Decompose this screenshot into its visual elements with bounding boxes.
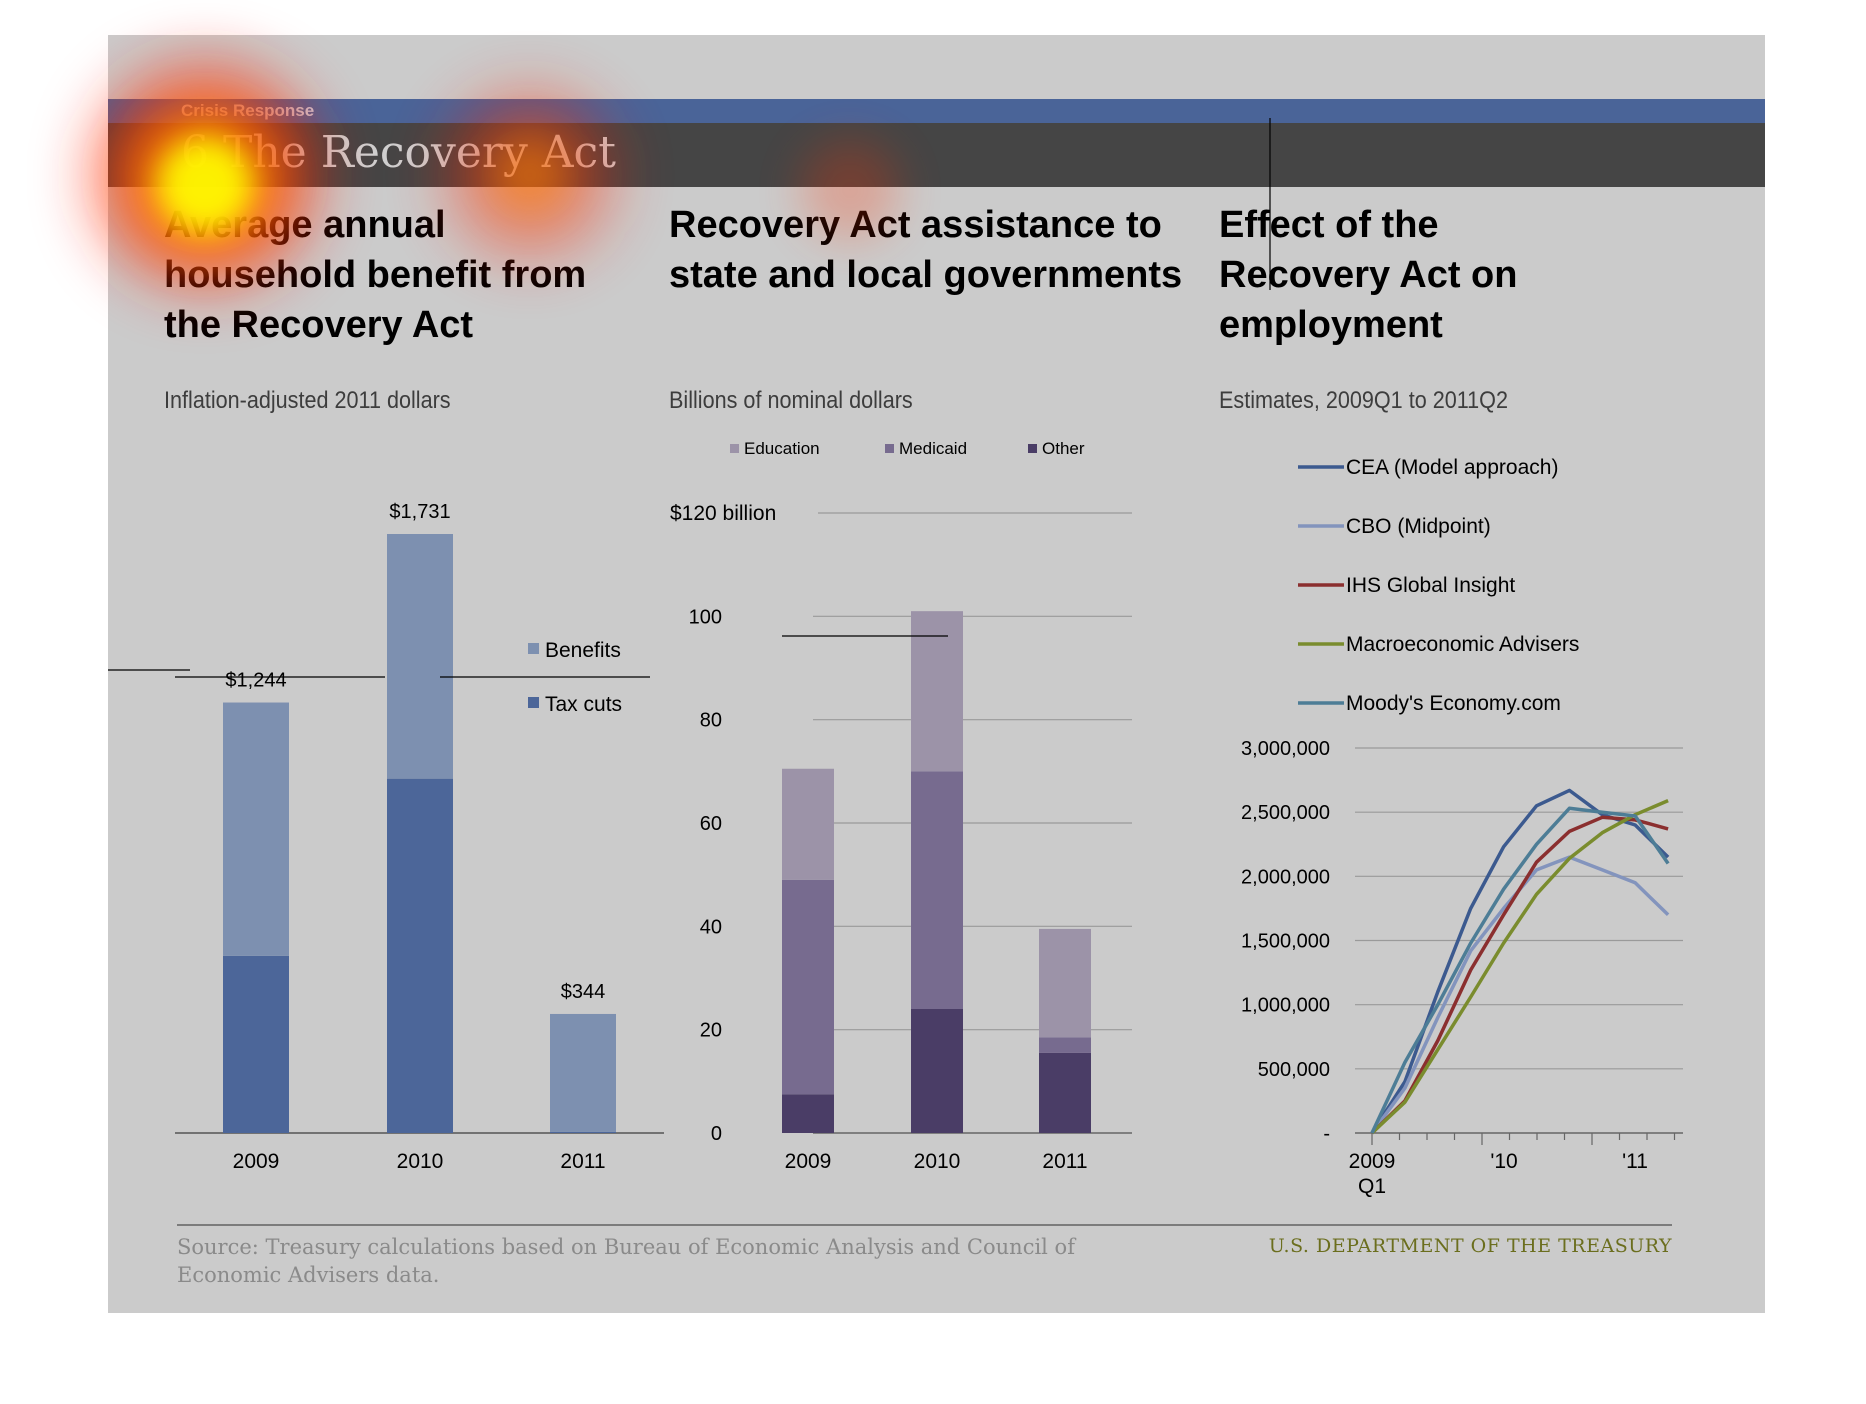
title-bar xyxy=(108,123,1765,187)
chart3-y-tick-500000: 500,000 xyxy=(1258,1059,1330,1081)
chart1-bar-benefits-2010 xyxy=(387,534,453,779)
chart2-x-tick-2011: 2011 xyxy=(1042,1150,1087,1173)
chart3-title: Effect of the Recovery Act on employment xyxy=(1219,204,1518,346)
chart3-x-tick-q1: Q1 xyxy=(1358,1175,1386,1198)
chart1-bar-benefits-2011 xyxy=(550,1013,616,1132)
chart1-total-label-2011: $344 xyxy=(561,981,606,1003)
chart2-legend-swatch-medicaid xyxy=(885,444,894,453)
chart3-y-tick-1500000: 1,500,000 xyxy=(1241,931,1330,953)
chart2-x-tick-2010: 2010 xyxy=(914,1150,961,1173)
chart2-bar-education-2011 xyxy=(1039,928,1091,1038)
chart2-x-tick-2009: 2009 xyxy=(785,1150,832,1173)
chart1-x-tick-2010: 2010 xyxy=(397,1150,444,1173)
chart3-y-tick-0: - xyxy=(1323,1123,1330,1145)
chart3-x-tick-2009: 2009 xyxy=(1349,1150,1396,1173)
chart2-legend-swatch-education xyxy=(730,444,739,453)
chart2-legend-label-medicaid: Medicaid xyxy=(899,439,967,458)
chart3-subtitle: Estimates, 2009Q1 to 2011Q2 xyxy=(1219,387,1508,414)
chart3-legend-label-0: CEA (Model approach) xyxy=(1346,456,1558,479)
chart2-bar-medicaid-2009 xyxy=(782,879,834,1095)
chart3-x-tick-11: '11 xyxy=(1622,1150,1648,1173)
chart2-bar-medicaid-2011 xyxy=(1039,1037,1091,1053)
chart1-bar-benefits-2009 xyxy=(223,702,289,956)
charts-canvas: $1,244 2009 $1,731 2010 $344 2011 Benefits Tax … xyxy=(175,439,1683,1198)
chart1-total-label-2010: $1,731 xyxy=(389,501,450,523)
chart3-y-tick-3000000: 3,000,000 xyxy=(1241,738,1330,760)
chart3-legend-label-4: Moody's Economy.com xyxy=(1346,692,1561,715)
chart2-y-tick-20: 20 xyxy=(700,1020,722,1042)
chart3-legend-label-1: CBO (Midpoint) xyxy=(1346,515,1491,538)
chart3-legend-label-3: Macroeconomic Advisers xyxy=(1346,633,1579,656)
chart2-y-tick-80: 80 xyxy=(700,710,722,732)
chart2-y-tick-120: $120 billion xyxy=(670,502,776,525)
chart2-bar-other-2009 xyxy=(782,1094,834,1133)
chart2-bar-other-2010 xyxy=(911,1009,963,1133)
chart3-legend-label-2: IHS Global Insight xyxy=(1346,574,1515,597)
chart2-y-tick-100: 100 xyxy=(689,606,722,628)
chart3-y-tick-2000000: 2,000,000 xyxy=(1241,866,1330,888)
chart2-legend-label-other: Other xyxy=(1042,439,1085,458)
chart1-legend-label-tax-cuts: Tax cuts xyxy=(545,693,622,716)
chart2-y-tick-0: 0 xyxy=(711,1123,722,1145)
source-note: Source: Treasury calculations based on B… xyxy=(177,1235,1075,1287)
chart1-total-label-2009: $1,244 xyxy=(225,670,286,692)
chart3-y-tick-1000000: 1,000,000 xyxy=(1241,995,1330,1017)
chart1-x-tick-2009: 2009 xyxy=(233,1150,280,1173)
footer-divider xyxy=(177,1224,1672,1226)
chart1-bar-tax-cuts-2011 xyxy=(550,1131,616,1133)
header-bar xyxy=(108,99,1765,123)
chart3-line-ihs-global-insight xyxy=(1370,815,1669,1135)
chart2-bar-medicaid-2010 xyxy=(911,771,963,1009)
chart3-line-moody-s-economy-com xyxy=(1370,806,1670,1134)
chart1-bar-tax-cuts-2009 xyxy=(223,955,289,1133)
chart1-legend-label-benefits: Benefits xyxy=(545,639,621,662)
chart3-line-cbo-midpoint- xyxy=(1370,855,1670,1135)
chart2-bar-education-2009 xyxy=(782,768,834,880)
chart2-y-tick-60: 60 xyxy=(700,813,722,835)
chart3-line-macroeconomic-advisers xyxy=(1370,798,1669,1135)
chart1-legend-swatch-benefits xyxy=(528,643,539,654)
chart2-legend-swatch-other xyxy=(1028,444,1037,453)
chart1-x-tick-2011: 2011 xyxy=(560,1150,605,1173)
chart1-bar-tax-cuts-2010 xyxy=(387,778,453,1133)
chart3-y-tick-2500000: 2,500,000 xyxy=(1241,802,1330,824)
chart2-bar-other-2011 xyxy=(1039,1052,1091,1133)
chart2-legend-label-education: Education xyxy=(744,439,820,458)
chart3-x-tick-10: '10 xyxy=(1490,1150,1517,1173)
chart2-bar-education-2010 xyxy=(911,611,963,772)
chart2-subtitle: Billions of nominal dollars xyxy=(669,387,913,414)
chart2-y-tick-40: 40 xyxy=(700,916,722,938)
chart1-subtitle: Inflation-adjusted 2011 dollars xyxy=(164,387,451,414)
agency-label: U.S. DEPARTMENT OF THE TREASURY xyxy=(1268,1235,1672,1257)
chart1-legend-swatch-tax-cuts xyxy=(528,697,539,708)
slide: Crisis Response 6 The Recovery Act Avera… xyxy=(108,35,1765,1313)
